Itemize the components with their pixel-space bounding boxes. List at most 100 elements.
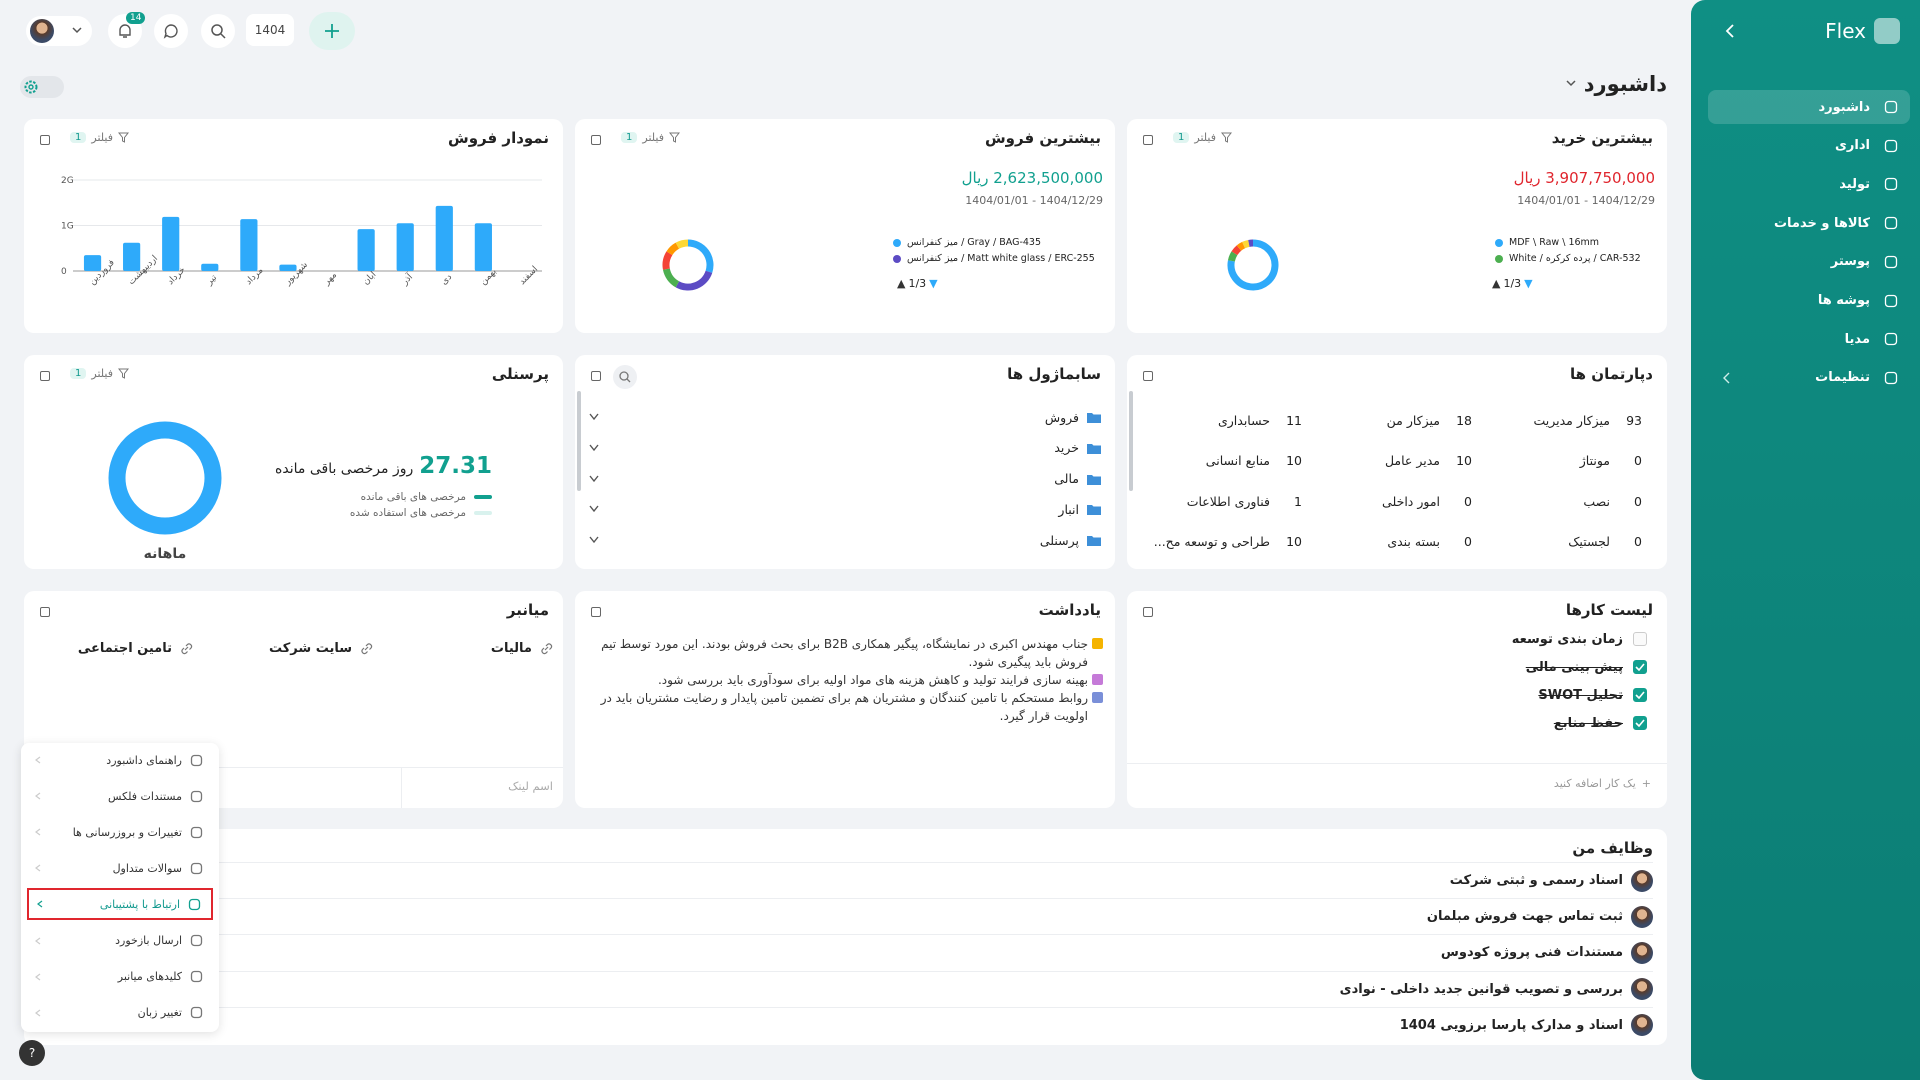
task[interactable]: اسناد رسمی و ثبتی شرکت xyxy=(38,862,1653,898)
todo-checkbox[interactable] xyxy=(1633,632,1647,646)
chevron xyxy=(72,27,82,34)
filter-count: 1 xyxy=(621,132,638,143)
department[interactable]: 1 فناوری اطلاعات xyxy=(1142,481,1302,522)
help-item[interactable]: ارسال بازخورد xyxy=(27,925,213,957)
department[interactable]: 11 حسابداری xyxy=(1142,400,1302,441)
department[interactable]: 0 لجستیک xyxy=(1472,522,1642,563)
task-title: مستندات فنی پروژه کودوس xyxy=(1440,945,1623,961)
chat-button[interactable] xyxy=(154,14,188,48)
select-checkbox[interactable] xyxy=(1143,371,1153,381)
submodule[interactable]: پرسنلی xyxy=(589,528,1101,552)
add-todo[interactable]: + یک کار اضافه کنید xyxy=(1554,777,1651,790)
expand-chevron[interactable] xyxy=(589,536,599,544)
department[interactable]: 0 نصب xyxy=(1472,481,1642,522)
icon xyxy=(190,862,203,874)
pager-prev[interactable]: ▲ xyxy=(897,277,906,290)
task[interactable]: بررسی و تصویب قوانین جدید داخلی - نوادی xyxy=(38,970,1653,1007)
task[interactable]: اسناد و مدارک پارسا برزویی 1404 xyxy=(38,1006,1653,1043)
donut-segment xyxy=(1227,251,1238,262)
todo-checkbox[interactable] xyxy=(1633,688,1647,702)
shortcut-link[interactable]: مالیات xyxy=(373,641,553,656)
shortcut-link[interactable]: تامین اجتماعی xyxy=(13,641,193,656)
link-name-input[interactable]: اسم لینک xyxy=(508,779,553,793)
shortcut-link[interactable]: سایت شرکت xyxy=(193,641,373,656)
department[interactable]: 0 بسته بندی xyxy=(1302,522,1472,563)
legend-label: White / پرده کرکره / CAR-532 xyxy=(1509,253,1641,264)
filter-button[interactable]: فیلتر 1 xyxy=(70,131,129,144)
notifications-button[interactable]: 14 xyxy=(108,12,146,48)
help-item[interactable]: راهنمای داشبورد xyxy=(27,744,213,776)
department[interactable]: 10 طراحی و توسعه مح... xyxy=(1142,522,1302,563)
submodule[interactable]: فروش xyxy=(589,405,1101,429)
chevron xyxy=(35,937,41,944)
help-item[interactable]: کلیدهای میانبر xyxy=(27,961,213,993)
menu-item[interactable]: تنظیمات xyxy=(1708,361,1910,395)
select-checkbox[interactable] xyxy=(1143,607,1153,617)
bar xyxy=(396,223,414,271)
date-range: 1404/12/29 - 1404/01/01 xyxy=(1517,194,1655,207)
menu-item[interactable]: مدیا xyxy=(1708,322,1910,356)
collapse-button[interactable] xyxy=(1725,24,1735,38)
select-checkbox[interactable] xyxy=(40,607,50,617)
expand-chevron[interactable] xyxy=(589,413,599,421)
note-list: جناب مهندس اکبری در نمایشگاه، پیگیر همکا… xyxy=(593,635,1103,725)
select-checkbox[interactable] xyxy=(40,371,50,381)
search-button[interactable] xyxy=(613,365,637,389)
select-checkbox[interactable] xyxy=(591,135,601,145)
department[interactable]: 0 امور داخلی xyxy=(1302,481,1472,522)
card-title: پرسنلی xyxy=(491,365,549,383)
submodule[interactable]: انبار xyxy=(589,497,1101,521)
expand-chevron[interactable] xyxy=(589,505,599,513)
task-avatar xyxy=(1631,905,1653,928)
task[interactable]: مستندات فنی پروژه کودوس xyxy=(38,934,1653,970)
help-item[interactable]: تغییر زبان xyxy=(27,997,213,1029)
todo-checkbox[interactable] xyxy=(1633,716,1647,730)
donut-chart xyxy=(1227,239,1279,291)
task[interactable]: ثبت تماس جهت فروش مبلمان xyxy=(38,898,1653,934)
expand-chevron[interactable] xyxy=(589,444,599,452)
pager-prev[interactable]: ▲ xyxy=(1492,277,1501,290)
department[interactable]: 10 مدیر عامل xyxy=(1302,441,1472,482)
my-tasks-card: وظایف من اسناد رسمی و ثبتی شرکت ثبت تماس … xyxy=(24,829,1667,1045)
help-item[interactable]: ارتباط با پشتیبانی xyxy=(27,888,213,921)
settings-toggle[interactable] xyxy=(20,76,64,98)
pager-next[interactable]: ▼ xyxy=(929,277,938,290)
menu-item[interactable]: اداری xyxy=(1708,129,1910,163)
select-checkbox[interactable] xyxy=(591,371,601,381)
department[interactable]: 18 میزکار من xyxy=(1302,400,1472,441)
todo-checkbox[interactable] xyxy=(1633,660,1647,674)
help-item[interactable]: تغییرات و بروزرسانی ها xyxy=(27,816,213,848)
link-name: تامین اجتماعی xyxy=(77,641,172,656)
select-checkbox[interactable] xyxy=(1143,135,1153,145)
departments-card: دپارتمان ها 93 میزکار مدیریت 18 میزکار من 11… xyxy=(1127,355,1667,569)
year-selector[interactable]: 1404 xyxy=(246,14,294,46)
menu-item[interactable]: پوشه ها xyxy=(1708,284,1910,318)
filter-button[interactable]: فیلتر 1 xyxy=(1173,131,1232,144)
search-button[interactable] xyxy=(201,14,235,48)
help-item[interactable]: مستندات فلکس xyxy=(27,780,213,812)
profile-button[interactable] xyxy=(26,16,92,46)
filter-button[interactable]: فیلتر 1 xyxy=(621,131,680,144)
menu-item[interactable]: کالاها و خدمات xyxy=(1708,206,1910,240)
chevron xyxy=(35,828,41,836)
menu-item[interactable]: داشبورد xyxy=(1708,90,1910,124)
department[interactable]: 93 میزکار مدیریت xyxy=(1472,400,1642,441)
pager-next[interactable]: ▼ xyxy=(1524,277,1533,290)
menu-item[interactable]: پوستر xyxy=(1708,245,1910,279)
filter-button[interactable]: فیلتر 1 xyxy=(70,367,129,380)
icon xyxy=(190,826,203,838)
department[interactable]: 0 مونتاژ xyxy=(1472,441,1642,482)
submodule[interactable]: خرید xyxy=(589,436,1101,460)
menu-item[interactable]: تولید xyxy=(1708,167,1910,201)
expand-chevron[interactable] xyxy=(589,475,599,483)
add-button[interactable] xyxy=(309,12,355,50)
select-checkbox[interactable] xyxy=(40,135,50,145)
select-checkbox[interactable] xyxy=(591,607,601,617)
submodule[interactable]: مالی xyxy=(589,467,1101,491)
help-button[interactable]: ? xyxy=(19,1040,45,1066)
chevron xyxy=(1723,372,1730,384)
department[interactable]: 10 منابع انسانی xyxy=(1142,441,1302,482)
help-item[interactable]: سوالات متداول xyxy=(27,852,213,884)
note: جناب مهندس اکبری در نمایشگاه، پیگیر همکا… xyxy=(593,635,1103,671)
